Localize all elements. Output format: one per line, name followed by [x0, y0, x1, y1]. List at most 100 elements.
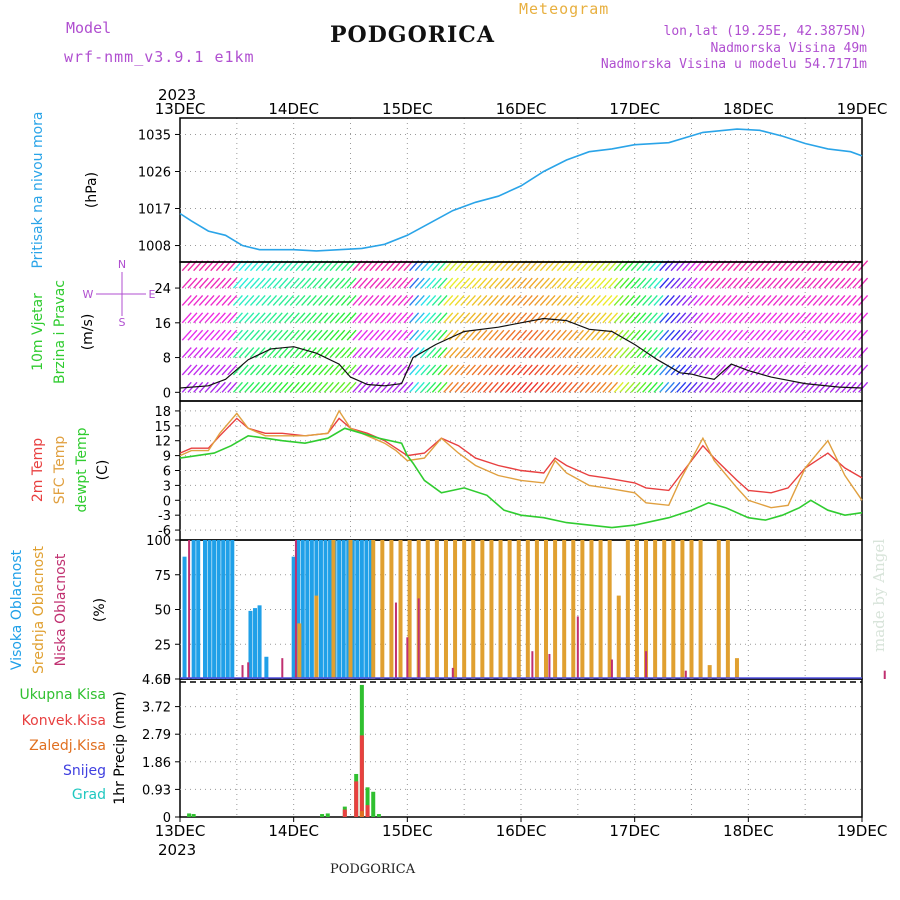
- wind-barb: [715, 364, 727, 376]
- y-tick-label: 15: [154, 420, 171, 435]
- wind-barb: [841, 364, 852, 376]
- wind-barb: [704, 347, 715, 359]
- wind-barb: [823, 347, 835, 359]
- wind-barb: [420, 381, 431, 393]
- wind-barb: [409, 277, 420, 289]
- wind-barb: [698, 381, 709, 393]
- wind-barb: [801, 294, 812, 306]
- wind-barb: [858, 329, 869, 341]
- wind-barb: [704, 381, 715, 393]
- wind-barb: [625, 294, 636, 306]
- cloud-bar: [507, 540, 512, 679]
- wind-barbs-layer: [181, 260, 869, 393]
- y-tick-label: 1008: [138, 240, 171, 255]
- page-title: PODGORICA: [330, 22, 495, 48]
- wind-barb: [653, 381, 664, 393]
- wind-barb: [198, 277, 209, 289]
- wind-barb: [500, 312, 511, 324]
- wind-barb: [448, 347, 459, 359]
- wind-barb: [471, 312, 482, 324]
- wind-barb: [664, 381, 675, 393]
- wind-barb: [392, 329, 403, 341]
- wind-barb: [221, 364, 232, 376]
- wind-barb: [534, 277, 545, 289]
- cloud-bar: [610, 659, 613, 679]
- wind-barb: [664, 329, 675, 341]
- wind-barb: [613, 381, 624, 393]
- footer-title: PODGORICA: [330, 862, 416, 877]
- wind-barb: [784, 329, 795, 341]
- wind-barb: [346, 312, 357, 324]
- wind-barb: [835, 364, 846, 376]
- wind-barb: [761, 277, 772, 289]
- wind-barb: [619, 347, 630, 359]
- wind-barb: [232, 347, 243, 359]
- wind-barb: [727, 294, 738, 306]
- wind-barb: [636, 364, 647, 376]
- wind-barb: [181, 294, 192, 306]
- wind-barb: [488, 329, 499, 341]
- wind-barb: [238, 329, 249, 341]
- wind-barb: [284, 347, 295, 359]
- cloud-bar: [257, 605, 262, 679]
- wind-barb: [579, 294, 590, 306]
- x-tick-label-top: 18DEC: [723, 100, 774, 118]
- wind-barb: [232, 329, 243, 341]
- wind-barb: [812, 347, 823, 359]
- wind-barb: [812, 329, 823, 341]
- wind-barb: [795, 312, 806, 324]
- wind-barb: [750, 347, 761, 359]
- wind-barb: [318, 381, 329, 393]
- wind-barb: [704, 329, 715, 341]
- wind-barb: [579, 364, 590, 376]
- wind-barb: [363, 312, 374, 324]
- wind-barb: [693, 364, 704, 376]
- wind-barb: [210, 277, 221, 289]
- wind-barb: [642, 329, 653, 341]
- wind-barb: [397, 381, 408, 393]
- wind-barb: [482, 294, 494, 306]
- wind-barb: [852, 294, 863, 306]
- wind-barb: [306, 381, 317, 393]
- cloud-bar: [328, 540, 333, 679]
- wind-barb: [278, 312, 289, 324]
- wind-barb: [505, 294, 516, 306]
- wind-barb: [608, 277, 619, 289]
- wind-barb: [272, 364, 283, 376]
- wind-barb: [494, 294, 505, 306]
- wind-barb: [318, 312, 329, 324]
- wind-barb: [244, 294, 255, 306]
- wind-barb: [431, 312, 442, 324]
- wind-barb: [426, 312, 437, 324]
- wind-barb: [505, 364, 516, 376]
- wind-barb: [500, 277, 511, 289]
- wind-barb: [357, 294, 368, 306]
- wind-barb: [460, 364, 471, 376]
- y-tick-label: 0: [163, 673, 171, 688]
- wind-barb: [420, 294, 431, 306]
- wind-barb: [420, 312, 431, 324]
- wind-barb: [522, 329, 533, 341]
- wind-barb: [318, 347, 329, 359]
- wind-barb: [556, 329, 567, 341]
- wind-barb: [272, 347, 283, 359]
- wind-barb: [477, 381, 488, 393]
- wind-barb: [625, 329, 636, 341]
- wind-barb: [352, 347, 363, 359]
- wind-barb: [312, 347, 323, 359]
- wind-barb: [630, 329, 641, 341]
- wind-barb: [340, 277, 351, 289]
- wind-barb: [306, 277, 317, 289]
- cloud-bar: [371, 540, 376, 679]
- wind-barb: [818, 277, 829, 289]
- cloud-bar: [364, 540, 369, 679]
- y-tick-label: 0: [163, 494, 171, 509]
- wind-barb: [517, 347, 528, 359]
- wind-barb: [789, 364, 800, 376]
- cloud-bar: [207, 540, 212, 679]
- wind-barb: [323, 347, 334, 359]
- cloud-bar: [203, 540, 208, 679]
- wind-barb: [573, 329, 584, 341]
- wind-barb: [306, 312, 317, 324]
- wind-barb: [829, 347, 840, 359]
